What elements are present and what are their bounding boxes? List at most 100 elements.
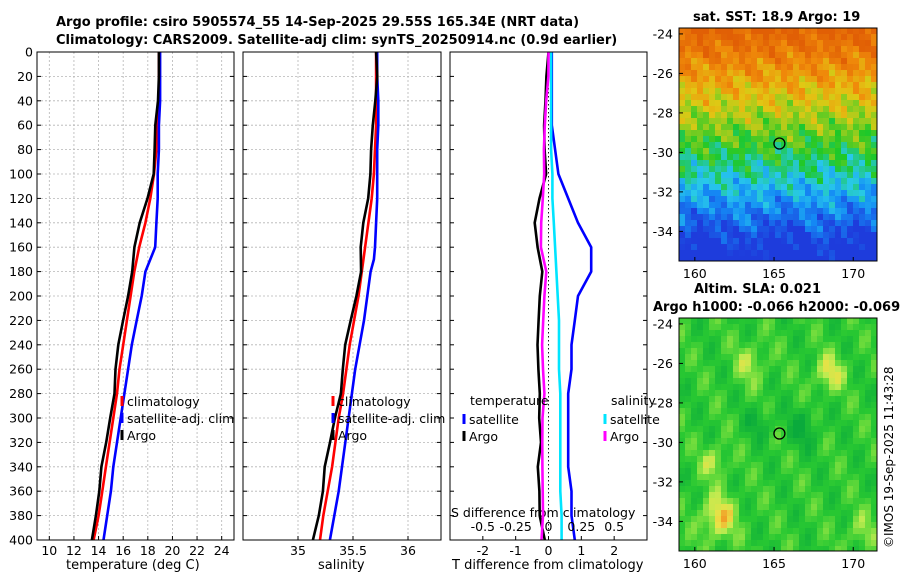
sla-map-cell xyxy=(769,372,776,379)
sst-map-cell xyxy=(781,172,788,179)
sla-map-cell xyxy=(781,318,788,325)
sst-map-cell xyxy=(781,148,788,155)
sla-map-cell xyxy=(865,348,872,355)
sla-map-cell xyxy=(847,414,854,421)
sst-map-cell xyxy=(757,160,764,167)
sla-map-cell xyxy=(775,498,782,505)
sst-map-cell xyxy=(817,118,824,125)
sla-map-cell xyxy=(745,390,752,397)
sla-map-cell xyxy=(709,408,716,415)
sla-map-cell xyxy=(847,540,854,547)
sla-map-cell xyxy=(787,360,794,367)
sst-map-cell xyxy=(811,142,818,149)
sst-map-cell xyxy=(763,112,770,119)
sla-map-cell xyxy=(793,468,800,475)
sst-map-cell xyxy=(865,196,872,203)
sla-map-cell xyxy=(679,498,686,505)
sst-map-cell xyxy=(835,118,842,125)
sst-map-cell xyxy=(817,112,824,119)
sla-map-cell xyxy=(757,486,764,493)
sla-map-cell xyxy=(775,426,782,433)
sla-map-cell xyxy=(727,414,734,421)
sst-map-cell xyxy=(685,238,692,245)
sla-map-cell xyxy=(823,456,830,463)
sla-map-cell xyxy=(709,486,716,493)
sla-map-cell xyxy=(775,378,782,385)
sst-map-cell xyxy=(721,100,728,107)
depth-tick-label: 180 xyxy=(9,264,33,279)
sla-map-cell xyxy=(781,468,788,475)
sla-map-cell xyxy=(787,390,794,397)
sla-map-cell xyxy=(733,390,740,397)
sla-map-cell xyxy=(835,540,842,547)
sst-map-cell xyxy=(763,250,770,257)
sla-map-cell xyxy=(775,354,782,361)
sst-map-cell xyxy=(871,256,877,261)
sla-map-cell xyxy=(847,366,854,373)
sla-map-cell xyxy=(715,348,722,355)
sla-map-cell xyxy=(727,480,734,487)
sla-map-cell xyxy=(781,336,788,343)
depth-tick-label: 340 xyxy=(9,459,33,474)
sst-map-cell xyxy=(829,166,836,173)
sla-map-cell xyxy=(781,372,788,379)
sla-map-cell xyxy=(751,492,758,499)
sst-map-cell xyxy=(811,34,818,41)
sst-map-cell xyxy=(703,184,710,191)
sla-map-cell xyxy=(781,360,788,367)
sla-map-cell xyxy=(805,396,812,403)
sst-map-cell xyxy=(805,196,812,203)
sla-map-cell xyxy=(841,510,848,517)
sst-map-cell xyxy=(829,82,836,89)
sst-map-cell xyxy=(871,238,877,245)
sst-map-cell xyxy=(763,40,770,47)
sst-map-cell xyxy=(721,40,728,47)
sst-map-cell xyxy=(781,250,788,257)
sst-map-cell xyxy=(781,118,788,125)
sst-map-cell xyxy=(865,178,872,185)
sst-map-cell xyxy=(721,70,728,77)
sst-map-cell xyxy=(871,196,877,203)
sst-map-cell xyxy=(727,130,734,137)
sst-map-cell xyxy=(835,76,842,83)
sst-map-cell xyxy=(697,190,704,197)
sla-map-cell xyxy=(697,468,704,475)
sst-map-cell xyxy=(787,196,794,203)
sla-map-cell xyxy=(769,330,776,337)
sst-map-cell xyxy=(757,34,764,41)
sla-map-cell xyxy=(859,516,866,523)
sla-map-cell xyxy=(739,486,746,493)
sst-map-cell xyxy=(691,256,698,261)
sla-map-cell xyxy=(775,396,782,403)
sla-map-cell xyxy=(703,534,710,541)
sla-map-cell xyxy=(853,498,860,505)
sla-map-cell xyxy=(841,384,848,391)
sla-map-cell xyxy=(841,396,848,403)
sla-map-cell xyxy=(865,402,872,409)
sst-map-cell xyxy=(853,94,860,101)
sla-map-cell xyxy=(817,366,824,373)
sst-map-cell xyxy=(787,106,794,113)
sla-map-cell xyxy=(739,456,746,463)
sla-map-cell xyxy=(715,402,722,409)
sst-map-cell xyxy=(823,130,830,137)
sst-map-cell xyxy=(799,256,806,261)
sla-map-cell xyxy=(865,378,872,385)
sla-map-cell xyxy=(703,444,710,451)
sst-map-cell xyxy=(769,226,776,233)
sla-map-cell xyxy=(853,486,860,493)
sst-map-cell xyxy=(745,172,752,179)
sst-map-cell xyxy=(859,142,866,149)
sst-map-cell xyxy=(871,154,877,161)
sst-map-cell xyxy=(829,190,836,197)
sla-map-cell xyxy=(871,318,877,325)
sla-map-cell xyxy=(853,402,860,409)
sla-map-cell xyxy=(787,384,794,391)
sst-map-cell xyxy=(847,88,854,95)
sst-map-cell xyxy=(859,130,866,137)
sst-map-cell xyxy=(823,148,830,155)
temperature-legend-label: climatology xyxy=(127,394,200,409)
sla-map-cell xyxy=(775,420,782,427)
sla-map-cell xyxy=(745,336,752,343)
sla-map-cell xyxy=(805,360,812,367)
